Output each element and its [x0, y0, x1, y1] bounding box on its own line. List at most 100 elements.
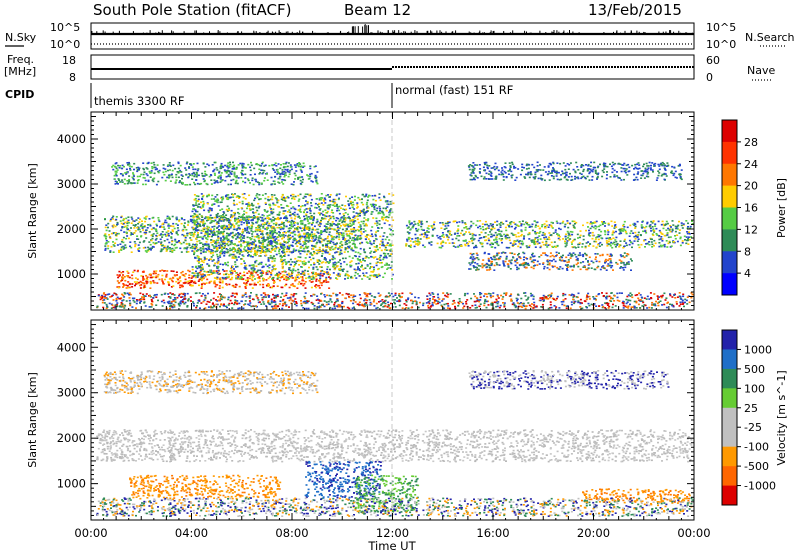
power-cell	[643, 239, 645, 242]
power-cell	[381, 216, 384, 218]
power-cell	[167, 227, 170, 229]
cpid-segment-2: normal (fast) 151 RF	[395, 83, 513, 97]
power-cell	[497, 244, 500, 247]
power-cell	[129, 245, 131, 248]
power-cell	[211, 217, 214, 219]
power-cell	[378, 262, 381, 264]
power-cell	[490, 233, 493, 236]
power-cell	[623, 226, 626, 228]
power-cell	[662, 223, 665, 226]
power-cell	[441, 232, 444, 234]
power-cell	[143, 217, 146, 219]
power-cell	[159, 270, 162, 272]
power-cell	[373, 206, 376, 208]
power-cell	[300, 246, 303, 248]
power-cell	[312, 257, 315, 260]
power-cell	[261, 223, 264, 225]
power-cell	[241, 234, 244, 236]
power-cell	[241, 162, 244, 165]
power-cell	[681, 242, 684, 244]
power-cell	[128, 276, 131, 279]
power-cell	[301, 220, 304, 222]
power-cell	[275, 253, 278, 256]
power-cell	[227, 162, 230, 164]
power-cell	[433, 221, 436, 223]
power-cell	[486, 223, 489, 226]
power-cell	[234, 283, 237, 286]
power-cell	[118, 275, 121, 277]
power-cell	[348, 217, 351, 219]
power-cell	[359, 247, 362, 250]
power-cell	[280, 276, 282, 279]
power-cell	[497, 228, 500, 231]
power-cell	[337, 217, 340, 220]
power-cell	[408, 221, 411, 224]
power-cell	[290, 251, 293, 254]
power-cell	[208, 274, 211, 276]
power-cell	[189, 284, 192, 286]
power-cell	[424, 231, 427, 234]
power-cell	[191, 215, 194, 217]
power-cell	[315, 275, 318, 278]
power-cell	[241, 274, 244, 277]
power-cell	[620, 227, 623, 230]
power-cell	[309, 167, 312, 170]
power-cell	[318, 246, 321, 249]
power-cell	[179, 284, 182, 287]
power-cell	[153, 172, 156, 175]
power-cell	[149, 243, 152, 246]
power-cell	[499, 234, 502, 236]
power-cell	[352, 211, 355, 213]
power-cell	[266, 179, 269, 181]
power-cell	[272, 222, 275, 225]
power-cell	[281, 169, 284, 171]
power-cell	[280, 164, 282, 166]
power-cell	[598, 228, 601, 231]
power-cell	[332, 241, 335, 244]
power-cell	[237, 177, 240, 179]
power-cell	[283, 274, 286, 277]
power-cell	[204, 243, 207, 245]
power-cell	[259, 198, 262, 200]
power-cell	[169, 169, 171, 171]
power-cell	[283, 225, 286, 228]
power-cell	[164, 221, 166, 224]
power-cell	[130, 182, 132, 184]
power-cell	[283, 224, 286, 227]
power-cell	[299, 221, 302, 223]
power-cell	[311, 244, 313, 247]
power-cell	[338, 205, 341, 208]
power-cell	[315, 249, 318, 252]
power-cell	[291, 284, 294, 287]
power-cell	[656, 234, 659, 236]
power-cell	[258, 245, 261, 247]
power-cell	[243, 274, 246, 277]
power-cell	[146, 168, 149, 170]
power-cell	[615, 226, 618, 228]
power-cell	[319, 212, 322, 214]
power-cell	[258, 168, 261, 171]
power-cell	[333, 243, 336, 246]
power-cell	[626, 226, 629, 229]
power-cell	[277, 218, 280, 221]
power-cell	[350, 239, 353, 242]
power-cell	[270, 208, 272, 210]
power-cell	[217, 259, 220, 262]
power-cell	[226, 205, 229, 208]
power-cell	[288, 229, 291, 232]
power-cell	[503, 233, 506, 236]
power-cell	[303, 236, 306, 239]
power-cell	[536, 243, 539, 245]
power-cell	[409, 240, 412, 242]
power-cell	[161, 269, 164, 272]
power-cell	[300, 205, 302, 208]
power-cell	[281, 276, 284, 278]
power-cell	[187, 220, 190, 223]
power-cell	[235, 179, 238, 182]
power-cell	[380, 266, 383, 269]
power-cell	[123, 275, 126, 278]
power-cell	[162, 171, 165, 174]
power-cell	[138, 228, 141, 231]
power-cell	[267, 283, 270, 286]
power-cell	[247, 279, 249, 281]
